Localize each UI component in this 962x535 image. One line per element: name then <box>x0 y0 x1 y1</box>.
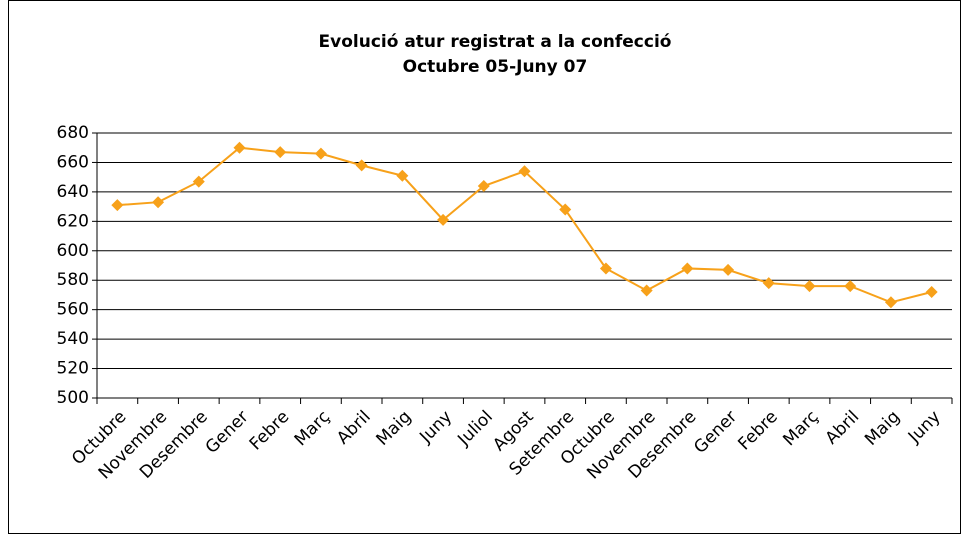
data-point <box>599 262 612 275</box>
data-point <box>925 286 938 298</box>
data-point <box>477 180 490 192</box>
data-point <box>314 147 327 160</box>
data-point <box>762 277 775 290</box>
y-tick-label: 640 <box>57 182 89 202</box>
data-point <box>681 262 694 275</box>
y-tick-label: 540 <box>57 329 89 349</box>
data-point <box>640 284 653 297</box>
y-tick-label: 620 <box>57 211 89 231</box>
chart-subtitle: Octubre 05-Juny 07 <box>403 57 588 77</box>
data-point <box>396 169 409 182</box>
data-point <box>192 175 205 188</box>
data-point <box>722 263 735 276</box>
y-tick-label: 500 <box>57 388 89 408</box>
y-tick-label: 520 <box>57 359 89 379</box>
data-point <box>884 296 897 309</box>
data-point <box>844 280 857 293</box>
data-point <box>274 146 287 159</box>
y-tick-label: 560 <box>57 300 89 320</box>
data-point <box>437 213 450 226</box>
chart-title: Evolució atur registrat a la confecció <box>319 32 672 52</box>
chart-border <box>8 0 961 534</box>
data-point <box>559 203 572 216</box>
y-tick-label: 580 <box>57 270 89 290</box>
data-point <box>355 159 368 172</box>
data-point <box>518 165 531 178</box>
data-point <box>111 199 124 212</box>
data-point <box>152 196 165 209</box>
data-point <box>803 280 816 293</box>
y-tick-label: 600 <box>57 241 89 261</box>
data-point <box>233 141 246 154</box>
y-tick-label: 680 <box>57 123 89 143</box>
y-tick-label: 660 <box>57 152 89 172</box>
